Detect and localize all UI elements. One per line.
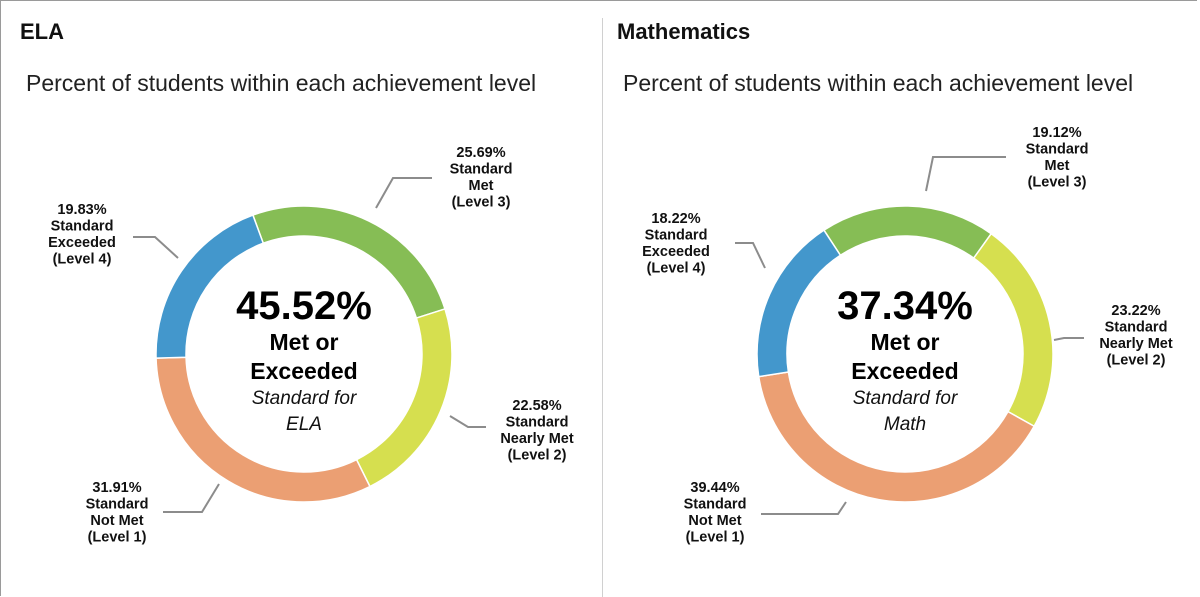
donut-slice bbox=[756, 229, 842, 378]
center-standard-label: ELA bbox=[286, 414, 322, 435]
center-standard-label: Math bbox=[884, 414, 926, 435]
center-percentage: 37.34% bbox=[837, 284, 973, 328]
center-caption: Exceeded bbox=[851, 358, 958, 384]
leader-line bbox=[735, 242, 766, 269]
center-caption: Exceeded bbox=[250, 358, 357, 384]
donut-slice bbox=[822, 205, 993, 260]
slice-label: 31.91% Standard Not Met (Level 1) bbox=[86, 480, 149, 546]
center-caption: Met or bbox=[871, 329, 940, 355]
donut-slice bbox=[972, 232, 1054, 428]
ela-donut-chart: 25.69% Standard Met (Level 3) 22.58% Standard… bbox=[48, 145, 574, 546]
slice-label: 18.22% Standard Exceeded (Level 4) bbox=[642, 211, 710, 277]
center-standard-label: Standard for bbox=[252, 388, 357, 409]
panel-divider bbox=[602, 18, 603, 597]
leader-line bbox=[375, 177, 432, 209]
math-panel: Mathematics Percent of students within e… bbox=[603, 0, 1200, 597]
math-subtitle: Percent of students within each achievem… bbox=[623, 70, 1134, 96]
slice-label: 39.44% Standard Not Met (Level 1) bbox=[684, 480, 747, 546]
ela-panel: ELA Percent of students within each achi… bbox=[20, 19, 574, 546]
donut-slice bbox=[355, 307, 453, 488]
ela-subtitle: Percent of students within each achievem… bbox=[26, 70, 537, 96]
slice-label: 25.69% Standard Met (Level 3) bbox=[450, 145, 513, 211]
leader-line bbox=[1053, 337, 1084, 341]
center-percentage: 45.52% bbox=[236, 284, 372, 328]
slice-label: 23.22% Standard Nearly Met (Level 2) bbox=[1099, 303, 1173, 369]
center-standard-label: Standard for bbox=[853, 388, 958, 409]
math-title: Mathematics bbox=[617, 19, 751, 44]
slice-label: 19.83% Standard Exceeded (Level 4) bbox=[48, 202, 116, 268]
donut-slice bbox=[155, 214, 265, 359]
slice-label: 19.12% Standard Met (Level 3) bbox=[1026, 125, 1089, 191]
leader-line bbox=[163, 483, 220, 513]
leader-line bbox=[925, 156, 1006, 192]
slice-label: 22.58% Standard Nearly Met (Level 2) bbox=[500, 398, 574, 464]
math-donut-chart: 19.12% Standard Met (Level 3) 23.22% Standard… bbox=[642, 125, 1173, 546]
leader-line bbox=[761, 501, 847, 515]
center-caption: Met or bbox=[270, 329, 339, 355]
leader-line bbox=[449, 415, 486, 428]
ela-title: ELA bbox=[20, 19, 64, 44]
leader-line bbox=[133, 236, 179, 259]
